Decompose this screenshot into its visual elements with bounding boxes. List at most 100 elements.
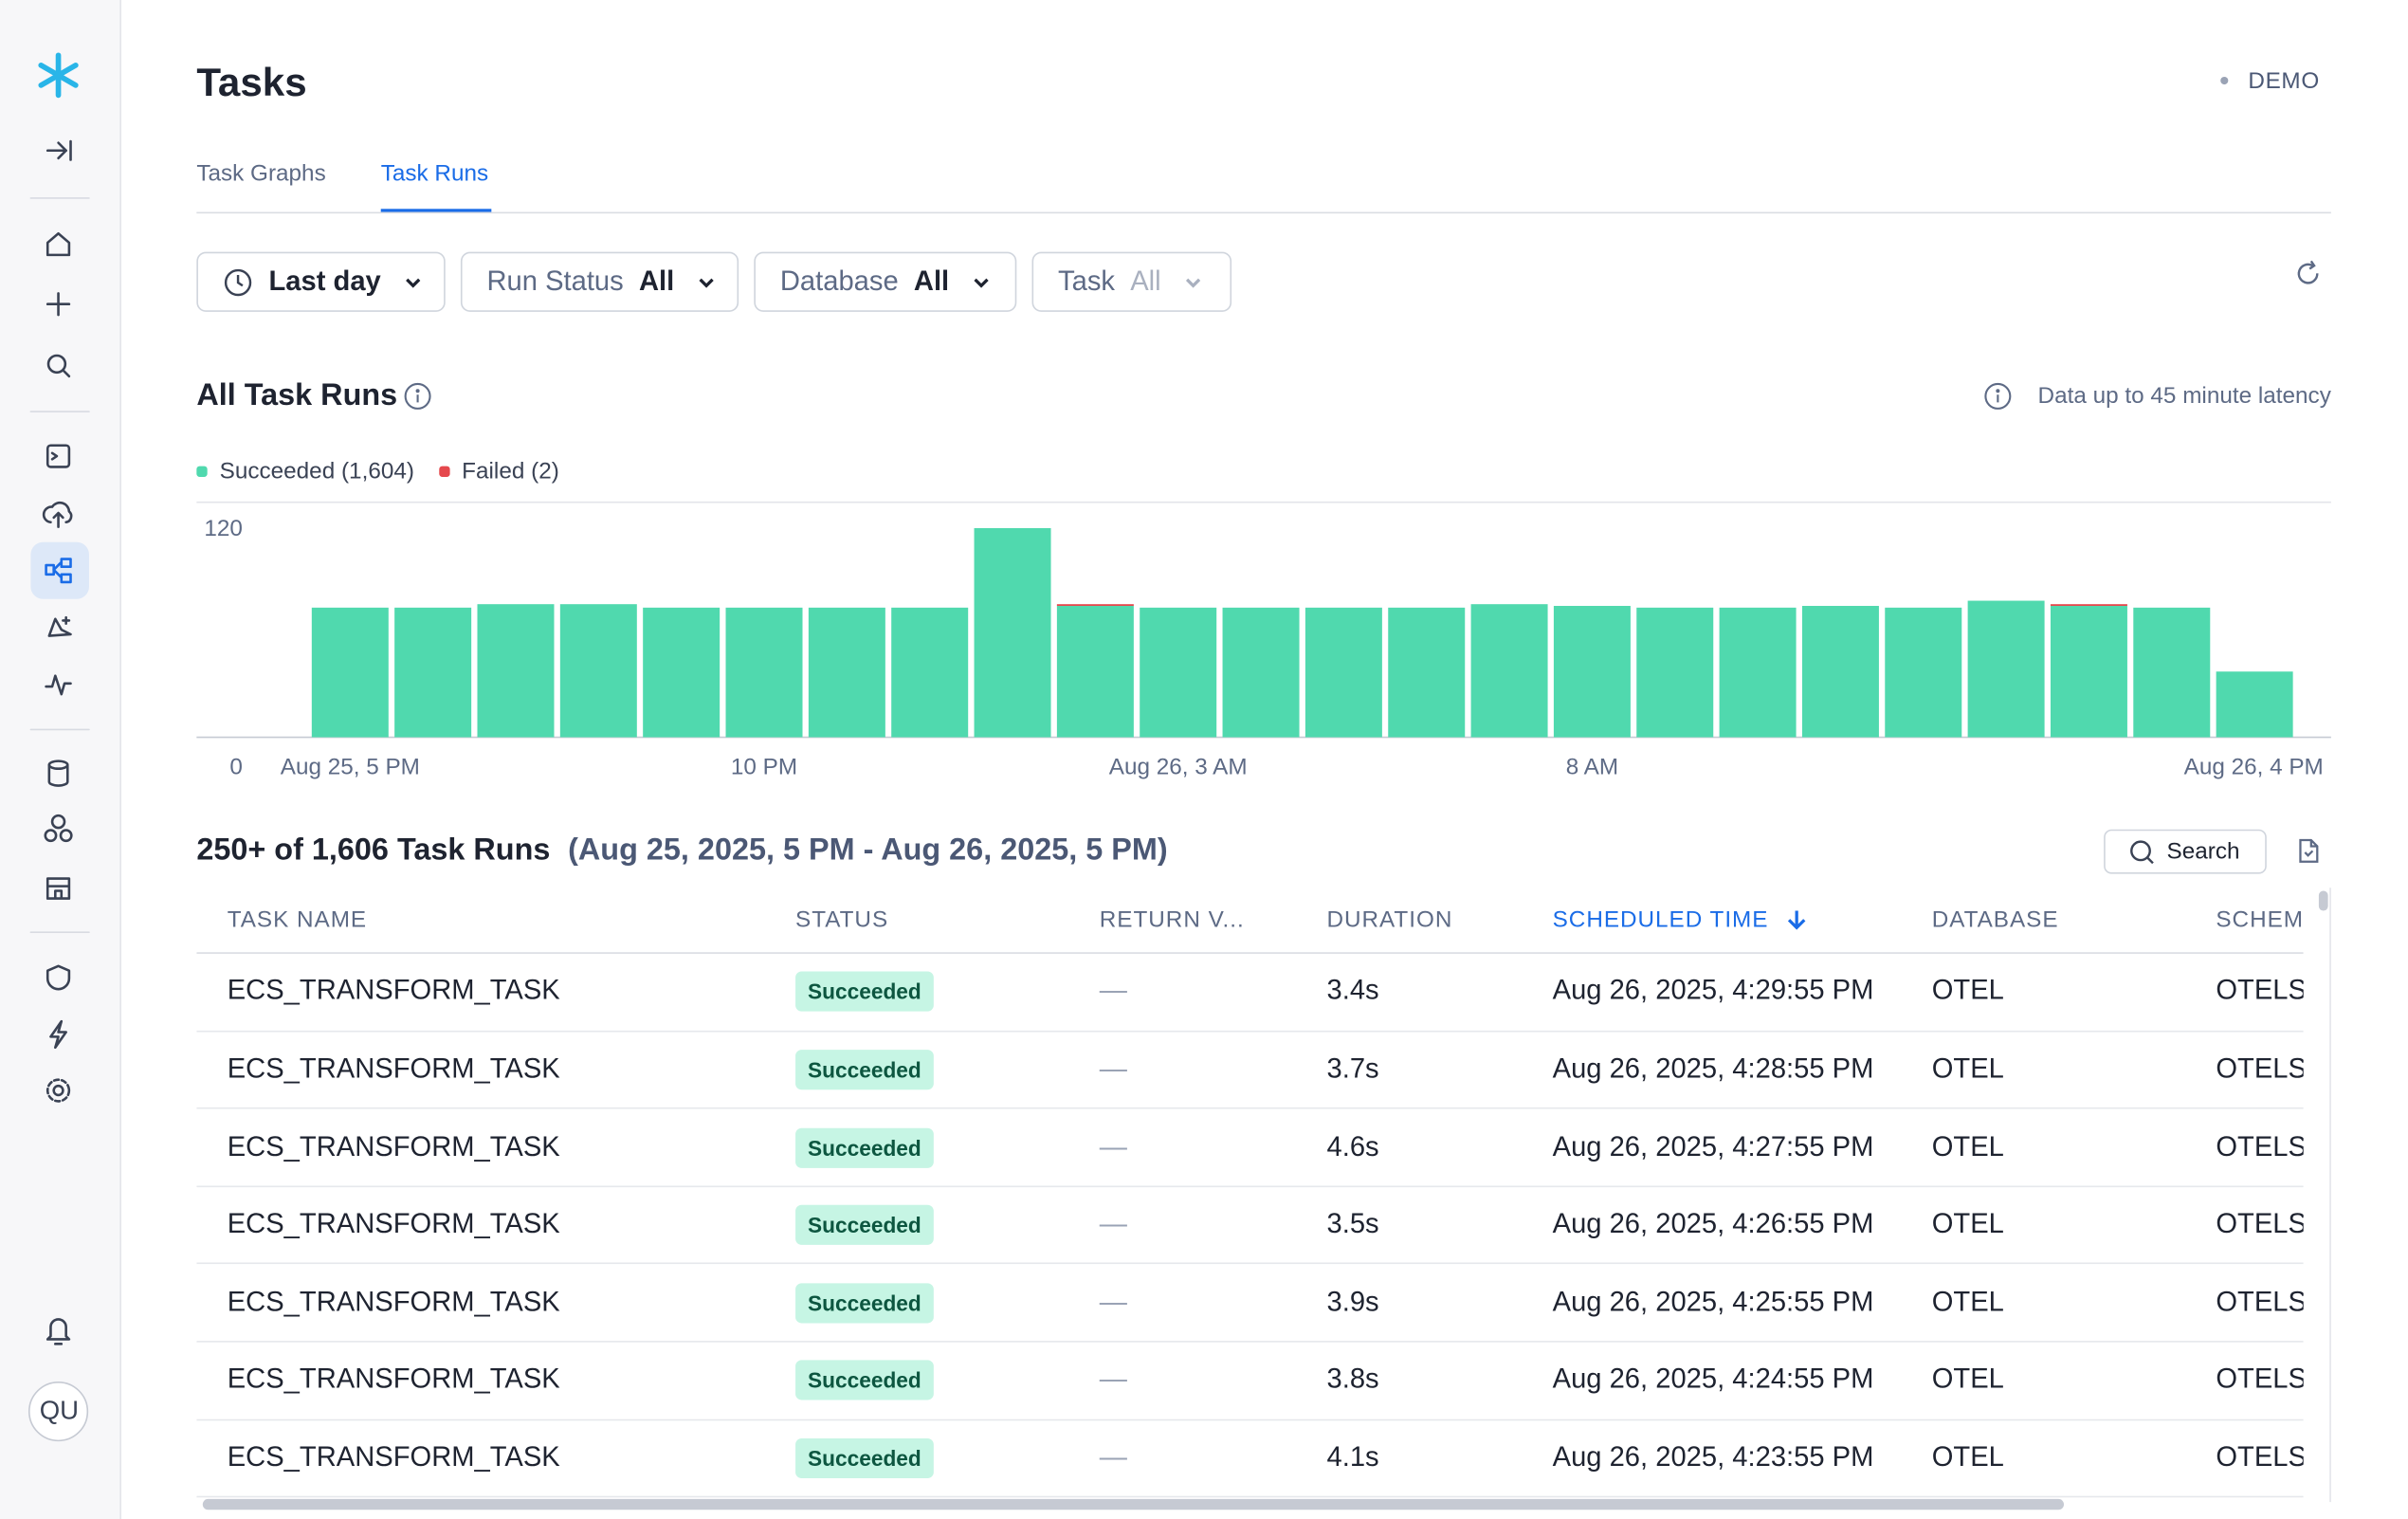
legend-swatch xyxy=(438,466,450,477)
legend-swatch xyxy=(196,466,208,477)
tasks-icon[interactable] xyxy=(45,558,72,584)
status-badge: Succeeded xyxy=(795,1360,934,1400)
bar-segment xyxy=(559,604,637,738)
database-filter[interactable]: Database All xyxy=(754,251,1017,312)
expand-icon[interactable] xyxy=(46,139,72,161)
chart-title: All Task Runs xyxy=(196,378,398,412)
bar-segment xyxy=(1553,606,1631,738)
clock-icon xyxy=(224,268,252,296)
table-cell: — xyxy=(1099,1130,1127,1162)
table-cell: Aug 26, 2025, 4:25:55 PM xyxy=(1552,1286,1874,1317)
status-cell: Succeeded xyxy=(795,1360,934,1400)
table-cell: Aug 26, 2025, 4:28:55 PM xyxy=(1552,1052,1874,1084)
bar-segment xyxy=(1056,604,1134,607)
search-icon[interactable] xyxy=(46,354,71,378)
task-filter[interactable]: Task All xyxy=(1031,251,1232,312)
column-header[interactable]: DURATION xyxy=(1326,906,1453,934)
bell-icon[interactable] xyxy=(46,1318,71,1345)
table-cell: Aug 26, 2025, 4:29:55 PM xyxy=(1552,975,1874,1006)
legend: Succeeded (1,604) Failed (2) xyxy=(196,459,583,485)
account-name[interactable]: DEMO xyxy=(2248,68,2320,95)
marketplace-icon[interactable] xyxy=(46,877,71,900)
bar-segment xyxy=(1056,606,1134,738)
legend-label: Failed (2) xyxy=(462,458,559,485)
avatar[interactable]: QU xyxy=(39,1396,80,1426)
sharing-icon[interactable] xyxy=(44,814,73,843)
column-header[interactable]: DATABASE xyxy=(1931,906,2059,934)
avatar-circle[interactable] xyxy=(27,1382,89,1442)
home-icon[interactable] xyxy=(46,231,71,257)
table-cell: ECS_TRANSFORM_TASK xyxy=(227,1052,560,1084)
active-nav-bg xyxy=(30,541,89,599)
ai-icon[interactable] xyxy=(47,615,72,637)
add-icon[interactable] xyxy=(46,292,71,317)
table-cell: — xyxy=(1099,1441,1127,1473)
table-cell: Aug 26, 2025, 4:24:55 PM xyxy=(1552,1363,1874,1395)
database-icon[interactable] xyxy=(47,760,69,787)
data-icon[interactable] xyxy=(42,501,73,528)
info-icon[interactable] xyxy=(402,382,432,412)
refresh-icon[interactable] xyxy=(2292,258,2323,288)
bar-segment xyxy=(2050,606,2127,738)
status-cell: Succeeded xyxy=(795,1282,934,1323)
filter-value: All xyxy=(1130,265,1161,297)
column-header[interactable]: RETURN V... xyxy=(1099,906,1245,934)
worksheet-icon[interactable] xyxy=(46,444,71,468)
row-divider xyxy=(196,1263,2304,1265)
table-cell: OTELS xyxy=(2216,1286,2304,1317)
legend-item[interactable]: Succeeded (1,604) xyxy=(196,459,414,485)
table-cell: 3.5s xyxy=(1326,1208,1379,1239)
filter-label: Database xyxy=(779,265,899,297)
column-header[interactable]: STATUS xyxy=(795,906,889,934)
x-tick-label: Aug 26, 3 AM xyxy=(1109,754,1248,779)
legend-item[interactable]: Failed (2) xyxy=(438,458,559,485)
table-cell: OTELS xyxy=(2216,1441,2304,1473)
bar-segment xyxy=(2216,671,2293,738)
bar-segment xyxy=(2050,604,2127,607)
table-cell: OTEL xyxy=(1931,1441,2004,1473)
shield-icon[interactable] xyxy=(46,964,71,991)
search-label: Search xyxy=(2166,838,2240,865)
status-cell: Succeeded xyxy=(795,972,934,1013)
tab-underline xyxy=(380,209,492,212)
bar-segment xyxy=(1636,607,1714,738)
latency-note: Data up to 45 minute latency xyxy=(2037,383,2331,410)
bar-segment xyxy=(311,607,389,738)
status-filter[interactable]: Run Status All xyxy=(460,251,739,312)
logo[interactable] xyxy=(38,52,79,99)
bar-segment xyxy=(1801,606,1879,738)
tab[interactable]: Task Graphs xyxy=(196,160,326,187)
table-count: 250+ of 1,606 Task Runs xyxy=(196,833,551,868)
settings-icon[interactable] xyxy=(46,1078,71,1103)
tab-divider xyxy=(196,211,2331,214)
status-cell: Succeeded xyxy=(795,1204,934,1245)
status-badge: Succeeded xyxy=(795,1437,934,1478)
bolt-icon[interactable] xyxy=(49,1019,67,1049)
table-cell: OTELS xyxy=(2216,975,2304,1006)
export-icon[interactable] xyxy=(2294,837,2322,865)
table-cell: OTEL xyxy=(1931,1052,2004,1084)
chevron xyxy=(1186,277,1201,287)
table-cell: 4.6s xyxy=(1326,1130,1379,1162)
h-scroll-thumb[interactable] xyxy=(202,1498,2065,1510)
column-header[interactable]: TASK NAME xyxy=(227,906,368,934)
table-cell: — xyxy=(1099,1208,1127,1239)
search-button[interactable]: Search xyxy=(2104,829,2267,874)
table-cell: OTELS xyxy=(2216,1363,2304,1395)
bar-segment xyxy=(1304,607,1382,738)
tab-active[interactable]: Task Runs xyxy=(380,160,489,187)
table-cell: Aug 26, 2025, 4:26:55 PM xyxy=(1552,1208,1874,1239)
column-header[interactable]: SCHEM xyxy=(2216,906,2304,934)
bar-segment xyxy=(2133,607,2211,738)
time-filter[interactable]: Last day xyxy=(196,251,446,312)
table-cell: — xyxy=(1099,1363,1127,1395)
monitor-icon[interactable] xyxy=(45,674,72,696)
info-icon xyxy=(1984,382,2012,410)
table-cell: Aug 26, 2025, 4:27:55 PM xyxy=(1552,1130,1874,1162)
y-tick-label: 0 xyxy=(229,754,243,779)
table-cell: OTEL xyxy=(1931,975,2004,1006)
column-header[interactable]: SCHEDULED TIME xyxy=(1552,906,1769,934)
sidebar-icons xyxy=(27,52,90,1442)
v-scroll-thumb[interactable] xyxy=(2318,890,2328,911)
